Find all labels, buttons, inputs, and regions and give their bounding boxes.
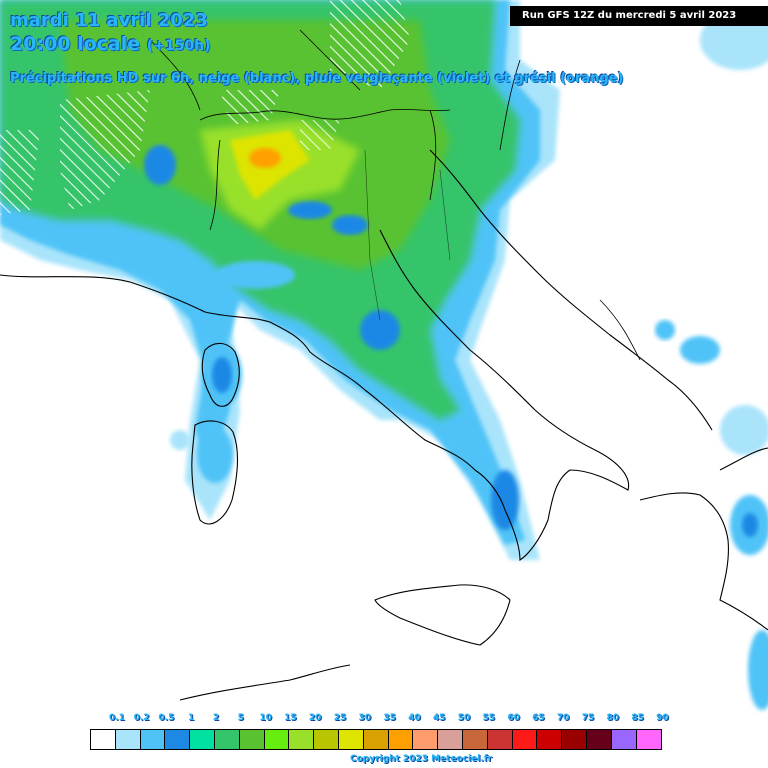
legend-label: 10 (259, 713, 272, 723)
legend-swatch (462, 730, 488, 749)
legend-label: 70 (556, 713, 570, 723)
legend-label: 90 (656, 713, 669, 723)
legend-label: 0.1 (108, 713, 125, 723)
legend-label: 30 (358, 713, 372, 723)
legend-swatch (338, 730, 364, 749)
legend-label: 0.5 (158, 713, 175, 723)
forecast-time: 20:00 locale (+150h) (10, 33, 211, 55)
legend-label: 75 (581, 713, 595, 723)
legend-label: 15 (284, 713, 297, 723)
legend-swatch (586, 730, 612, 749)
legend-label: 85 (631, 713, 644, 723)
legend-label: 65 (532, 713, 545, 723)
snow-hatch-area (0, 0, 410, 215)
legend-swatch (91, 730, 116, 749)
legend-bar (90, 729, 663, 750)
map-subtitle: Précipitations HD sur 6h, neige (blanc),… (10, 71, 624, 86)
legend-swatch (512, 730, 538, 749)
color-legend: 0.1 0.2 0.5 1 2 5 10 15 20 25 30 35 40 45 50 55 60 65 70 75… (90, 713, 669, 753)
legend-swatch (636, 730, 662, 749)
legend-label: 0.2 (133, 713, 150, 723)
legend-label: 45 (432, 713, 446, 723)
legend-swatch (388, 730, 414, 749)
copyright: Copyright 2023 Meteociel.fr (350, 754, 493, 764)
legend-swatch (363, 730, 389, 749)
legend-swatch (611, 730, 637, 749)
legend-label: 55 (482, 713, 496, 723)
legend-swatch (115, 730, 141, 749)
legend-swatch (264, 730, 290, 749)
forecast-date: mardi 11 avril 2023 (10, 10, 208, 31)
legend-swatch (438, 730, 463, 749)
legend-swatch (537, 730, 563, 749)
coastlines (0, 149, 768, 701)
legend-swatch (239, 730, 265, 749)
legend-swatch (214, 730, 240, 749)
legend-swatch (289, 730, 315, 749)
forecast-offset: (+150h) (146, 38, 211, 54)
legend-label: 25 (333, 713, 347, 723)
legend-swatch (314, 730, 339, 749)
legend-label: 5 (237, 713, 244, 723)
legend-label: 60 (507, 713, 520, 723)
legend-label: 2 (212, 713, 220, 723)
legend-label: 1 (188, 713, 195, 723)
legend-label: 80 (606, 713, 620, 723)
legend-swatch (140, 730, 166, 749)
legend-labels: 0.1 0.2 0.5 1 2 5 10 15 20 25 30 35 40 45 50 55 60 65 70 75… (90, 713, 669, 726)
legend-label: 20 (308, 713, 322, 723)
legend-swatch (487, 730, 513, 749)
legend-swatch (165, 730, 191, 749)
legend-label: 50 (457, 713, 471, 723)
forecast-time-value: 20:00 locale (10, 33, 141, 55)
legend-label: 40 (408, 713, 421, 723)
run-label: Run GFS 12Z du mercredi 5 avril 2023 (510, 6, 768, 26)
legend-swatch (190, 730, 215, 749)
legend-label: 35 (383, 713, 396, 723)
legend-swatch (413, 730, 439, 749)
borders (149, 29, 641, 361)
legend-swatch (562, 730, 587, 749)
